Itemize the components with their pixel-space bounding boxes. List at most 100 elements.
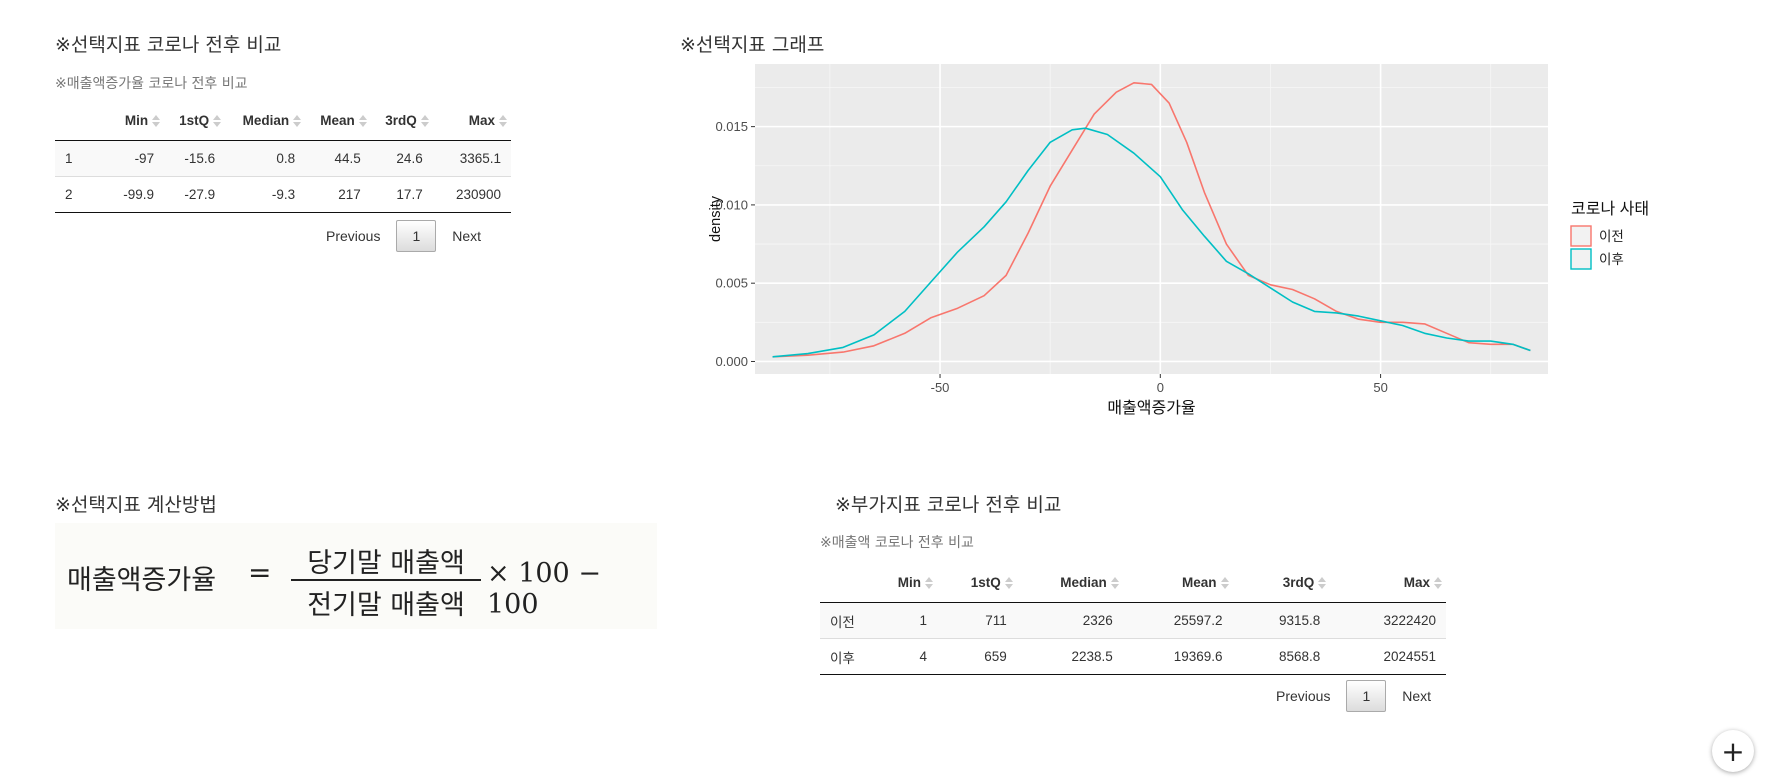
table-cell: 3222420 [1330,602,1446,639]
formula-image: 매출액증가율 = 당기말 매출액 전기말 매출액 × 100 − 100 [55,523,657,629]
left-col-label: Median [242,112,290,128]
sort-arrows-icon[interactable] [1220,576,1229,589]
extra-page-1-button[interactable]: 1 [1346,680,1387,712]
table-cell: 9315.8 [1232,602,1331,639]
left-col-header-median[interactable]: Median [225,100,306,141]
fraction-bar [291,579,481,581]
formula-equals: = [248,556,272,589]
legend-title: 코로나 사태 [1571,200,1649,218]
extra-col-header-min[interactable]: Min [868,562,937,603]
extra-col-header-median[interactable]: Median [1016,562,1123,603]
left-section-title: ※선택지표 코로나 전후 비교 [55,34,282,56]
extra-col-label: Median [1060,574,1107,590]
table-cell: 24.6 [370,140,433,177]
table-cell: 711 [936,602,1017,639]
table-cell: -9.3 [225,176,306,213]
left-col-label: 1stQ [179,112,210,128]
sort-arrows-icon[interactable] [1110,576,1119,589]
left-col-header-mean[interactable]: Mean [305,100,371,141]
formula-numerator: 당기말 매출액 [307,548,465,579]
sort-arrows-icon[interactable] [152,114,161,127]
y-tick-label: 0.015 [715,119,748,134]
extra-col-label: Max [1403,574,1430,590]
table-cell: 1 [868,602,937,639]
legend-key-after [1570,248,1592,270]
extra-col-header-mean[interactable]: Mean [1122,562,1233,603]
table-row[interactable]: 이전 1 711 2326 25597.2 9315.8 3222420 [820,602,1446,639]
extra-table-container: Min 1stQ Median Mean 3rdQ Max 이전 1 711 2326 25597… [820,562,1446,675]
x-tick-label: -50 [931,380,950,395]
plus-icon: + [1721,734,1745,768]
table-cell: 0.8 [225,140,306,177]
plot-panel [755,64,1548,374]
left-col-header-min[interactable]: Min [103,100,165,141]
add-fab-button[interactable]: + [1712,730,1754,772]
graph-section-title: ※선택지표 그래프 [680,34,825,56]
extra-next-button[interactable]: Next [1402,688,1432,704]
table-row[interactable]: 1 -97 -15.6 0.8 44.5 24.6 3365.1 [55,140,511,177]
left-next-button[interactable]: Next [452,228,482,244]
sort-arrows-icon[interactable] [420,114,429,127]
table-cell: 2238.5 [1016,638,1123,675]
table-cell: -97 [103,140,165,177]
sort-arrows-icon[interactable] [499,114,507,127]
extra-col-header-1stq[interactable]: 1stQ [936,562,1017,603]
left-table-subtitle: ※매출액증가율 코로나 전후 비교 [55,76,248,92]
table-cell: 659 [936,638,1017,675]
table-cell: 이후 [820,638,868,675]
sort-arrows-icon[interactable] [924,576,933,589]
extra-table-subtitle: ※매출액 코로나 전후 비교 [820,535,974,551]
method-section-title: ※선택지표 계산방법 [55,494,217,516]
sort-arrows-icon[interactable] [293,114,302,127]
table-cell: 44.5 [305,140,371,177]
left-col-label: 3rdQ [385,112,417,128]
x-tick-label: 0 [1157,380,1164,395]
extra-previous-button[interactable]: Previous [1276,688,1331,704]
table-cell: 25597.2 [1122,602,1233,639]
table-cell: 217 [305,176,371,213]
y-tick-label: 0.005 [715,276,748,291]
extra-pagination: Previous 1 Next [1260,680,1447,712]
table-cell: 이전 [820,602,868,639]
extra-data-table: Min 1stQ Median Mean 3rdQ Max 이전 1 711 2326 25597… [820,562,1446,675]
extra-col-header-3rdq[interactable]: 3rdQ [1232,562,1331,603]
table-cell: 19369.6 [1122,638,1233,675]
table-cell: 2 [55,176,103,213]
extra-col-label: Min [897,574,921,590]
table-cell: 4 [868,638,937,675]
table-row[interactable]: 2 -99.9 -27.9 -9.3 217 17.7 230900 [55,176,511,213]
x-axis-label: 매출액증가율 [1107,399,1195,417]
density-line-before [772,82,1531,358]
formula-denominator: 전기말 매출액 [307,590,465,621]
sort-arrows-icon[interactable] [1004,576,1013,589]
table-cell: 8568.8 [1232,638,1331,675]
left-pagination: Previous 1 Next [310,220,497,252]
table-row[interactable]: 이후 4 659 2238.5 19369.6 8568.8 2024551 [820,638,1446,675]
left-col-label: Max [468,112,495,128]
left-col-header-1stq[interactable]: 1stQ [164,100,226,141]
left-col-label: Min [124,112,149,128]
extra-section-title: ※부가지표 코로나 전후 비교 [835,494,1062,516]
legend-label-before: 이전 [1599,229,1624,244]
table-cell: -15.6 [164,140,226,177]
extra-col-header-max[interactable]: Max [1330,562,1446,603]
left-previous-button[interactable]: Previous [326,228,381,244]
left-data-table: Min 1stQ Median Mean 3rdQ Max 1 -97 -15.6 0.8 44.… [55,100,511,213]
density-chart: -50 0 50 0.000 0.005 0.010 0.015 매출액증가율 density 코… [708,64,1649,417]
sort-arrows-icon[interactable] [1318,576,1327,589]
sort-arrows-icon[interactable] [1434,576,1442,589]
left-table-container: Min 1stQ Median Mean 3rdQ Max 1 -97 -15.6 0.8 44.… [55,100,511,213]
y-tick-label: 0.010 [715,197,748,212]
y-axis-label: density [708,195,724,242]
x-tick-label: 50 [1373,380,1387,395]
left-col-header-3rdq[interactable]: 3rdQ [370,100,433,141]
density-line-after [772,127,1531,358]
sort-arrows-icon[interactable] [213,114,222,127]
table-cell: 230900 [432,176,511,213]
table-cell: 17.7 [370,176,433,213]
left-col-label: Mean [320,112,355,128]
table-cell: 2326 [1016,602,1123,639]
left-col-header-max[interactable]: Max [432,100,511,141]
sort-arrows-icon[interactable] [358,114,367,127]
left-page-1-button[interactable]: 1 [396,220,437,252]
